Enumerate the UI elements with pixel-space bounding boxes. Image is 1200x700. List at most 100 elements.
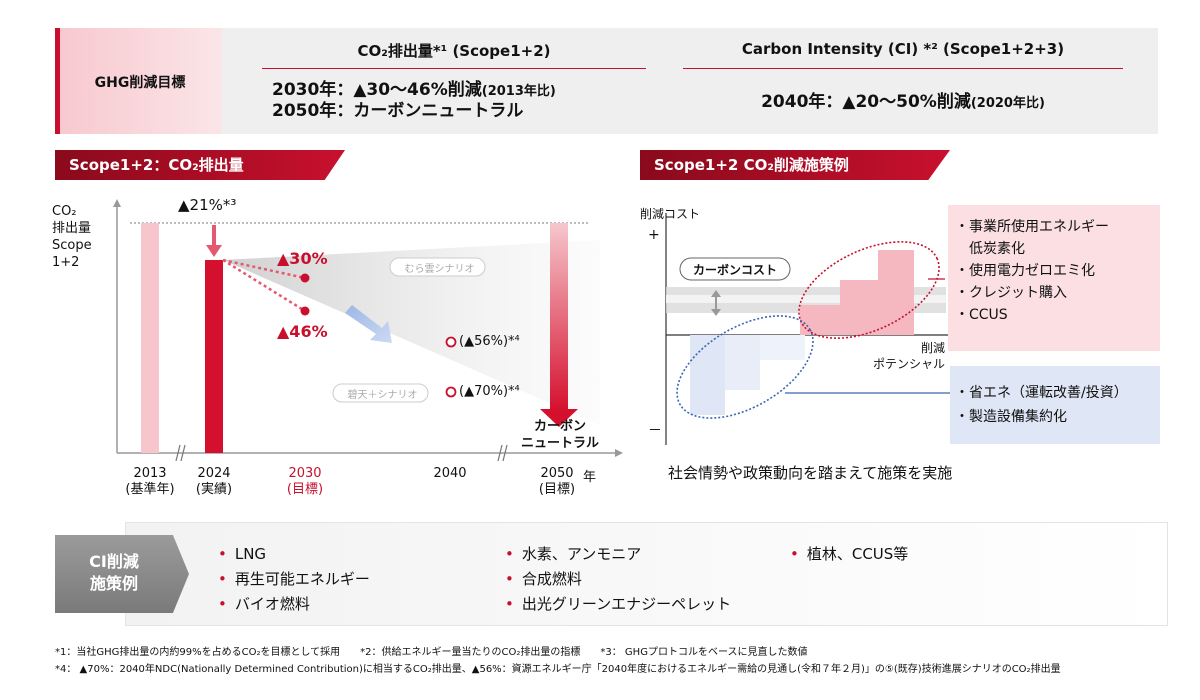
carbon-cost-pill: [679, 257, 791, 281]
pink-item-3: ・クレジット購入: [955, 285, 1067, 301]
pink-item-4-text: CCUS: [969, 307, 1008, 323]
potential-axis-label: 削減 ポテンシャル: [855, 340, 945, 372]
pink-item-4: ・CCUS: [955, 307, 1008, 323]
pink-measures-list: ・事業所使用エネルギー 低炭素化 ・使用電力ゼロエミ化 ・クレジット購入 ・CC…: [955, 216, 1155, 326]
ci-col2-item-1: • 水素、アンモニア: [505, 545, 642, 563]
x-tick-2013: 2013 (基準年): [118, 466, 182, 498]
pink-step-2: [840, 280, 878, 335]
y-axis-label: CO₂ 排出量 Scope 1+2: [52, 203, 92, 271]
carbon-cost-label: カーボンコスト: [692, 263, 777, 277]
y-axis-arrow: [113, 199, 121, 207]
ci-col-1: • LNG • 再生可能エネルギー • バイオ燃料: [218, 542, 370, 617]
blue-ellipse: [676, 315, 814, 419]
co2-divider: [262, 68, 646, 69]
y-axis-label-line4: 1+2: [52, 255, 80, 270]
ci-col-3: • 植林、CCUS等: [790, 542, 908, 567]
blue-step-1: [690, 335, 725, 415]
x-tick-2040: 2040: [418, 466, 482, 482]
potential-label-line1: 削減: [920, 341, 945, 355]
goal-panel: [55, 28, 1158, 134]
ci-col1-item-2: • 再生可能エネルギー: [218, 570, 370, 588]
x-tick-2013-year: 2013: [133, 466, 167, 481]
ci-col2-item-2-text: 合成燃料: [521, 570, 582, 588]
trend-arrow: [345, 305, 392, 343]
co2-target-2050: 2050年：カーボンニュートラル: [272, 101, 524, 121]
scenario-upper-pill: [389, 257, 486, 277]
x-tick-2024-year: 2024: [197, 466, 231, 481]
x-tick-2040-year: 2040: [433, 466, 467, 481]
ci-col1-item-1-text: LNG: [234, 545, 267, 563]
blue-item-1: ・省エネ（運転改善/投資）: [955, 385, 1128, 401]
point-2030-46: [300, 306, 310, 316]
potential-label-line2: ポテンシャル: [872, 357, 945, 371]
ci-col1-item-3: • バイオ燃料: [218, 595, 310, 613]
x-tick-2030-sub: (目標): [286, 482, 324, 497]
reduction-arrow-21: [206, 225, 222, 257]
pink-item-3-text: クレジット購入: [969, 285, 1067, 301]
minus-sign: －: [648, 423, 662, 439]
ci-header: Carbon Intensity (CI) *² (Scope1+2+3): [741, 40, 1065, 58]
blue-step-2: [725, 335, 760, 390]
pink-item-1: ・事業所使用エネルギー: [955, 219, 1109, 235]
carbon-neutral-arrow: [540, 223, 578, 427]
annotation-70: (▲70%)*⁴: [459, 384, 520, 399]
ci-measures-panel: [125, 522, 1168, 626]
goal-label-box: [55, 28, 222, 134]
footnote-line2: *4： ▲70%：2040年NDC(Nationally Determined …: [55, 664, 1061, 675]
carbon-neutral-line2: ニュートラル: [520, 436, 599, 451]
carbon-neutral-line1: カーボン: [533, 419, 586, 434]
cost-axis-label: 削減コスト: [640, 207, 701, 221]
plus-sign: +: [648, 227, 660, 243]
axis-break-2: [497, 444, 508, 462]
path-30: [222, 258, 306, 280]
pink-step-3: [878, 250, 914, 335]
ci-col1-item-3-text: バイオ燃料: [234, 595, 310, 613]
y-axis-label-line2: 排出量: [52, 221, 92, 236]
co2-target-2030-note: (2013年比): [481, 84, 556, 99]
point-2040-70: [445, 386, 457, 398]
x-tick-2030: 2030 (目標): [273, 466, 337, 498]
ci-col1-item-2-text: 再生可能エネルギー: [234, 570, 370, 588]
ci-label-line2: 施策例: [89, 574, 138, 593]
carbon-cost-band-highlight: [666, 295, 946, 303]
pink-item-1-text: 事業所使用エネルギー: [969, 219, 1109, 235]
point-2040-56: [445, 336, 457, 348]
x-tick-2030-year: 2030: [288, 466, 322, 481]
pink-item-1-cont: 低炭素化: [969, 241, 1025, 257]
footnote-line1: *1：当社GHG排出量の内約99%を占めるCO₂を目標として採用 *2：供給エネ…: [55, 647, 808, 658]
ci-target-note: (2020年比): [970, 96, 1045, 111]
x-tick-2050-sub: (目標): [538, 482, 576, 497]
x-axis-unit: 年: [583, 470, 597, 485]
ci-col2-item-2: • 合成燃料: [505, 570, 582, 588]
carbon-neutral-label: カーボン ニュートラル: [520, 418, 600, 452]
axis-break-1: [175, 444, 186, 462]
annotation-56: (▲56%)*⁴: [459, 334, 520, 349]
scenario-lower-label: 碧天＋シナリオ: [347, 390, 418, 401]
x-tick-2050-year: 2050: [540, 466, 574, 481]
y-axis-label-line1: CO₂: [52, 204, 77, 219]
right-section-banner: Scope1+2 CO₂削減施策例: [640, 150, 950, 180]
ci-col-2: • 水素、アンモニア • 合成燃料 • 出光グリーンエナジーペレット: [505, 542, 731, 617]
blue-measures-box: [950, 366, 1160, 444]
annotation-21: ▲21%*³: [178, 196, 237, 214]
ci-col3-item-1-text: 植林、CCUS等: [806, 545, 909, 563]
ci-col2-item-3: • 出光グリーンエナジーペレット: [505, 595, 732, 613]
bar-2024: [205, 260, 223, 453]
co2-header: CO₂排出量*¹ (Scope1+2): [357, 42, 551, 60]
co2-target-2030: 2030年：▲30～46%削減(2013年比): [272, 80, 652, 102]
ci-divider: [683, 68, 1123, 69]
annotation-30: ▲30%: [277, 249, 328, 268]
blue-measures-list: ・省エネ（運転改善/投資） ・製造設備集約化: [955, 381, 1158, 429]
scenario-fan: [223, 240, 600, 425]
ci-label-line1: CI削減: [89, 552, 139, 571]
blue-item-2: ・製造設備集約化: [955, 409, 1067, 425]
co2-target-2030-main: 2030年：▲30～46%削減: [272, 80, 482, 100]
policy-statement: 社会情勢や政策動向を踏まえて施策を実施: [668, 464, 953, 482]
cost-curve-diagram: [665, 213, 950, 445]
co2-emissions-diagram: [113, 199, 623, 462]
blue-step-3: [760, 335, 805, 360]
ci-col2-item-3-text: 出光グリーンエナジーペレット: [521, 595, 732, 613]
scenario-upper-label: むら雲シナリオ: [404, 264, 475, 275]
point-2030-30: [300, 273, 310, 283]
ci-target-main: 2040年：▲20～50%削減: [761, 92, 971, 112]
